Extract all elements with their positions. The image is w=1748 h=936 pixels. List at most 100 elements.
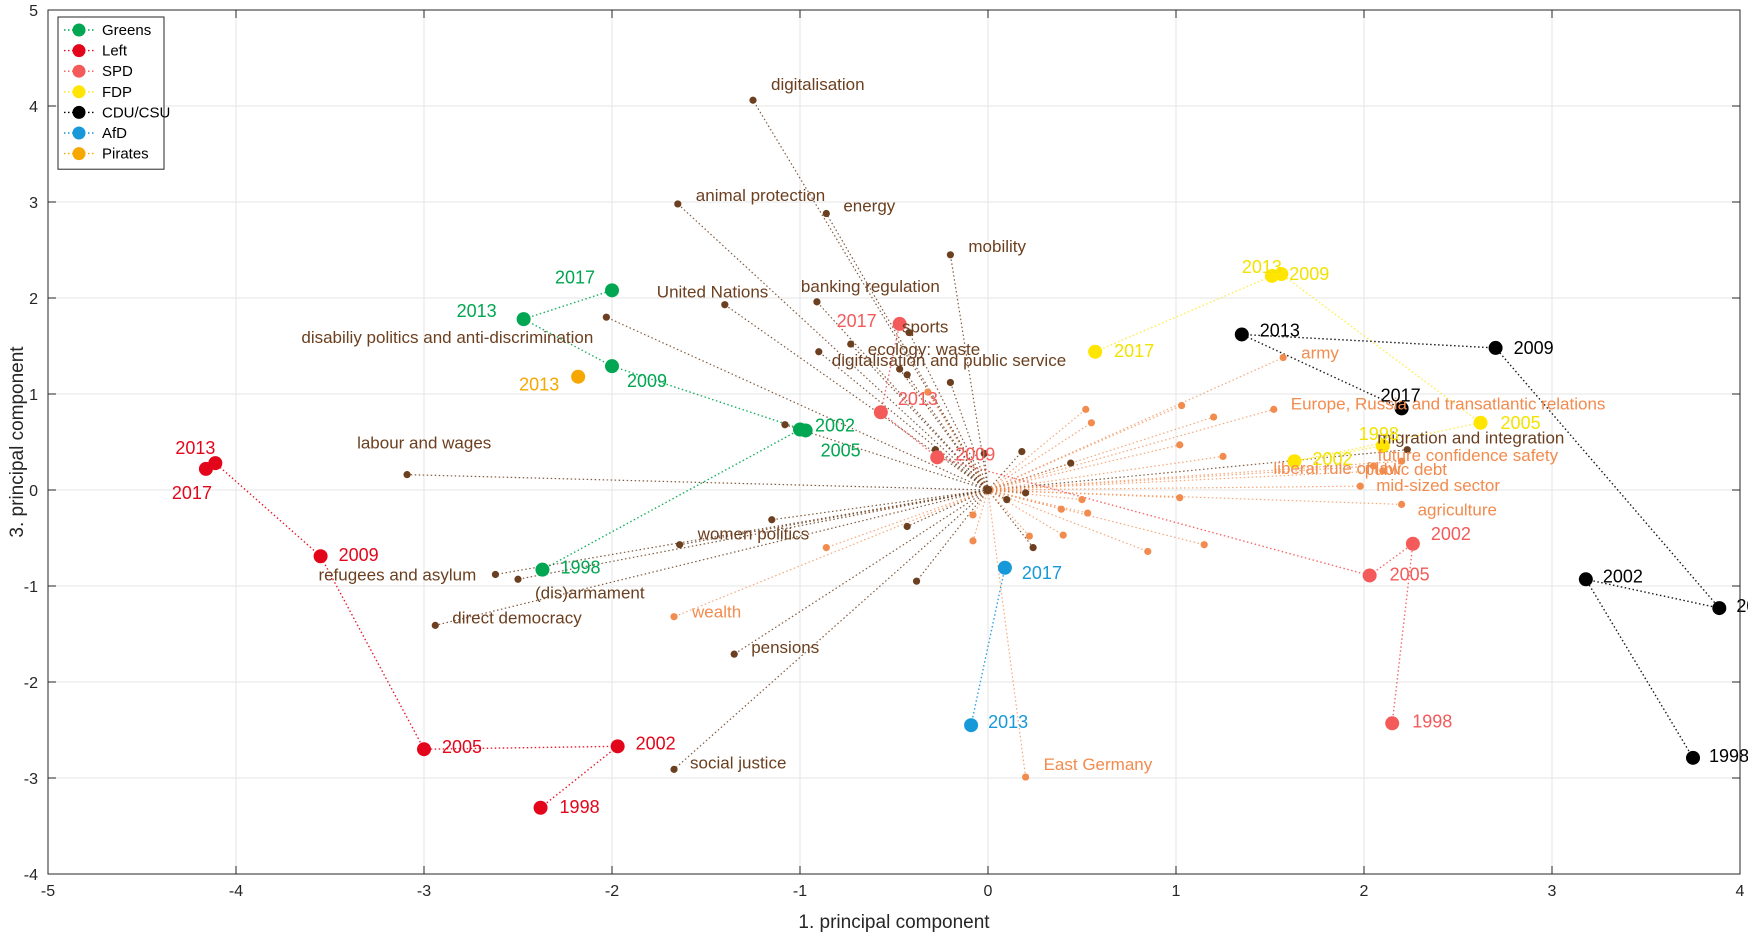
topic-point [1059,531,1067,539]
party-year-label: 2002 [1603,566,1643,586]
party-point-afd [964,718,979,733]
party-year-label: 2002 [1312,449,1352,469]
topic-label: (dis)armament [535,583,645,602]
x-tick-label: -3 [417,883,431,900]
party-year-label: 2005 [1501,413,1541,433]
topic-label: energy [843,197,895,216]
topic-point [514,575,522,583]
legend-marker-spd [72,64,86,78]
topic-point [847,340,855,348]
topic-point [1176,441,1184,449]
legend-label: SPD [102,63,133,80]
party-year-label: 2005 [442,737,482,757]
party-point-fdp [1287,454,1302,469]
legend: Greens Left SPD FDP CDU/CSU AfD Pirates [57,16,170,170]
topic-vector-line [606,316,989,491]
topic-label: mobility [968,237,1026,256]
topic-label: mid-sized sector [1376,476,1500,495]
party-trajectories [205,273,1722,809]
topic-vector-line [972,489,989,542]
topic-label: labour and wages [357,434,491,453]
topic-label: migration and integration [1377,429,1564,448]
topic-vector-line [987,404,1182,491]
party-point-cducsu [1686,750,1700,765]
legend-marker-greens [72,23,86,37]
y-tick-label: 1 [29,387,38,404]
topic-label: women politics [697,525,810,544]
party-point-cducsu [1578,572,1593,587]
topic-point [602,313,610,321]
topic-vector-line [987,451,1023,491]
legend-label: Pirates [102,146,149,163]
y-tick-label: 4 [29,99,38,116]
topic-point [896,365,904,373]
topic-point [822,209,830,218]
party-point-spd [873,405,888,420]
topic-vector-line [724,304,989,491]
topic-point [674,200,682,208]
topic-vector-line [987,489,1027,778]
topic-point [1279,353,1287,362]
topic-point [946,251,955,259]
topic-point [815,348,823,356]
party-point-spd [1405,536,1420,551]
x-tick-label: -5 [41,883,55,900]
topic-label: public debt [1365,460,1448,479]
topic-label: wealth [691,603,741,622]
party-year-label: 2005 [1390,564,1430,584]
topic-vector-line [771,489,989,521]
party-year-label: 1998 [1709,746,1748,766]
topic-point [1178,401,1186,410]
topic-point [969,537,977,545]
topic-label: direct democracy [452,608,582,627]
party-point-cducsu [1394,401,1409,416]
topic-point [946,378,955,387]
party-year-label: 2009 [955,444,995,464]
party-point-left [313,549,328,564]
topic-point [1403,446,1411,454]
topic-point [1082,405,1090,413]
party-point-cducsu [1712,601,1727,616]
topic-point [1022,773,1030,781]
party-year-label: 2009 [1289,264,1329,284]
party-year-label: 2017 [555,267,595,287]
x-axis-title: 1. principal component [798,912,990,933]
topic-label: future confidence safety [1378,446,1559,465]
y-axis-title: 3. principal component [7,346,28,538]
topic-point [1029,544,1037,552]
topic-point [969,511,977,519]
topic-vector-line [825,213,989,491]
topic-vector-line [916,489,989,582]
topic-vector-line [987,408,1087,491]
topic-vector-line [987,465,1374,491]
topic-vector-line [407,474,989,491]
y-tick-label: -4 [24,867,38,884]
party-point-fdp [1264,268,1279,283]
topic-label: United Nations [657,283,769,302]
topic-vector-line [987,470,1383,491]
topic-point [1003,496,1011,504]
topic-vector-line [934,449,989,491]
party-point-cducsu [1488,340,1503,355]
party-year-label: 2009 [1514,338,1554,358]
topic-point [1025,532,1033,540]
x-tick-label: 3 [1548,883,1557,900]
x-tick-label: 2 [1360,883,1369,900]
party-point-cducsu [1234,327,1249,342]
party-year-label: 2013 [175,438,215,458]
topic-point [980,449,988,458]
topic-vector-line [987,422,1092,491]
topic-point [670,765,678,773]
legend-marker-left [72,44,86,58]
y-tick-label: -1 [24,579,38,596]
topic-point [721,301,729,309]
party-point-greens [535,562,550,577]
topic-point [768,516,776,524]
x-tick-label: -1 [793,883,807,900]
party-year-label: 2009 [627,371,667,391]
topic-vector-line [927,391,989,491]
x-tick-label: -2 [605,883,619,900]
topic-point [1210,413,1218,421]
topic-point [912,577,921,585]
